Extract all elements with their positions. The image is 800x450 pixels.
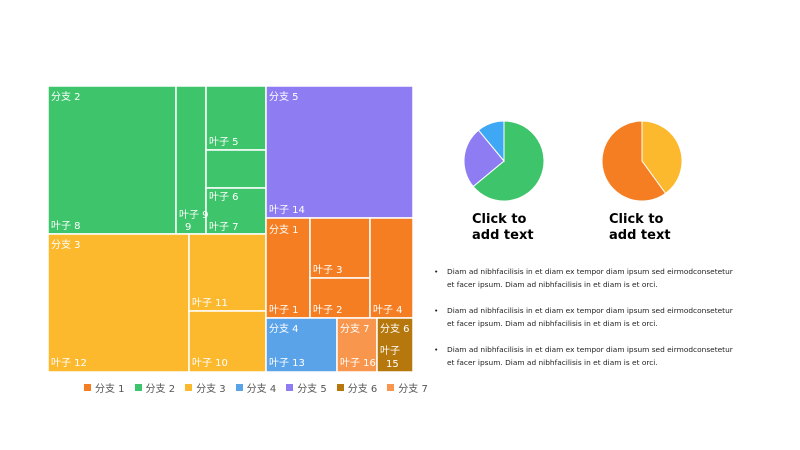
legend-swatch — [336, 384, 344, 391]
treemap-tile — [47, 85, 177, 235]
treemap-label-continuation: 9 — [185, 222, 191, 233]
legend-swatch — [286, 384, 294, 391]
treemap-label: 分支 1 — [269, 224, 299, 236]
pie-slice — [472, 120, 545, 202]
pie-caption-line: Click to — [472, 212, 527, 227]
pie-caption-2[interactable]: Click to add text — [609, 212, 699, 244]
pie-chart-2 — [601, 120, 683, 202]
legend-swatch — [185, 384, 193, 391]
treemap-label: 叶子 2 — [313, 304, 343, 316]
bullet-item: • Diam ad nibhfacilisis in et diam ex tem… — [432, 266, 742, 291]
legend-label: 分支 6 — [347, 384, 378, 395]
treemap-tile — [309, 277, 371, 319]
bullet-text: Diam ad nibhfacilisis in et diam ex temp… — [447, 267, 733, 289]
treemap-tile — [265, 85, 414, 219]
treemap-label: 叶子 5 — [209, 136, 239, 148]
legend-item: 分支 7 — [387, 380, 428, 395]
bullet-marker: • — [434, 306, 439, 315]
treemap-tile — [205, 149, 267, 189]
treemap-label: 分支 2 — [51, 91, 81, 103]
pie-chart-1 — [463, 120, 545, 202]
pie-caption-line: add text — [472, 228, 534, 243]
treemap-label: 分支 5 — [269, 91, 299, 103]
treemap-label: 叶子 13 — [269, 357, 305, 369]
treemap-label: 叶子 10 — [192, 357, 228, 369]
bullet-list: • Diam ad nibhfacilisis in et diam ex tem… — [432, 266, 742, 383]
treemap-label: 叶子 1 — [269, 304, 299, 316]
bullet-text: Diam ad nibhfacilisis in et diam ex temp… — [447, 345, 733, 367]
treemap-label: 15 — [386, 359, 399, 370]
treemap-tile — [47, 233, 190, 373]
treemap-tile — [376, 317, 414, 373]
pie-caption-line: Click to — [609, 212, 664, 227]
legend-item: 分支 4 — [235, 380, 277, 395]
treemap-tile — [369, 217, 414, 319]
pie-slice — [477, 120, 505, 163]
treemap-label: 分支 7 — [340, 323, 370, 335]
treemap-label: 叶子 9 — [179, 209, 209, 221]
bullet-marker: • — [434, 345, 439, 354]
treemap-label: 叶子 4 — [373, 304, 403, 316]
treemap-tile — [188, 233, 267, 312]
treemap-label: 叶子 12 — [51, 357, 87, 369]
treemap-label: 叶子 8 — [51, 220, 81, 232]
pie-caption-1[interactable]: Click to add text — [472, 212, 562, 244]
legend-label: 分支 2 — [145, 384, 176, 395]
legend-item: 分支 6 — [336, 380, 378, 395]
pie-caption-line: add text — [609, 228, 671, 243]
treemap-label: 叶子 14 — [269, 204, 305, 216]
treemap-tile — [175, 85, 207, 235]
pie-slice — [463, 129, 505, 188]
legend-label: 分支 5 — [297, 384, 327, 395]
treemap-label: 叶子 16 — [340, 357, 376, 369]
treemap-label: 叶子 6 — [209, 191, 239, 203]
legend-swatch — [387, 384, 395, 391]
bullet-text: Diam ad nibhfacilisis in et diam ex temp… — [447, 306, 733, 328]
bullet-marker: • — [434, 267, 439, 276]
treemap-label: 叶子 7 — [209, 221, 239, 233]
legend-swatch — [134, 384, 142, 391]
treemap-label: 分支 4 — [269, 323, 299, 335]
bullet-item: • Diam ad nibhfacilisis in et diam ex tem… — [432, 305, 742, 330]
legend-item: 分支 5 — [286, 380, 327, 395]
treemap-label: 叶子 — [380, 345, 400, 357]
legend-label: 分支 4 — [246, 384, 277, 395]
treemap-label: 分支 6 — [380, 323, 410, 335]
bullet-item: • Diam ad nibhfacilisis in et diam ex tem… — [432, 344, 742, 369]
legend-label: 分支 1 — [95, 384, 125, 395]
legend-item: 分支 1 — [84, 380, 125, 395]
treemap-label: 叶子 11 — [192, 297, 228, 309]
treemap-label: 叶子 3 — [313, 264, 343, 276]
treemap-tile — [265, 317, 338, 373]
legend-item: 分支 2 — [134, 380, 176, 395]
legend-item: 分支 3 — [185, 380, 226, 395]
treemap-tile — [265, 217, 311, 319]
treemap-tile — [188, 310, 267, 373]
treemap-label: 分支 3 — [51, 239, 81, 251]
pie-slice — [641, 120, 683, 195]
legend-swatch — [235, 384, 243, 391]
treemap-legend: 分支 1 分支 2 分支 3 分支 4 分支 5 分支 6 分支 7 — [84, 380, 428, 395]
legend-label: 分支 7 — [398, 384, 428, 395]
legend-label: 分支 3 — [196, 384, 226, 395]
legend-swatch — [84, 384, 91, 391]
pie-slice — [601, 120, 667, 202]
